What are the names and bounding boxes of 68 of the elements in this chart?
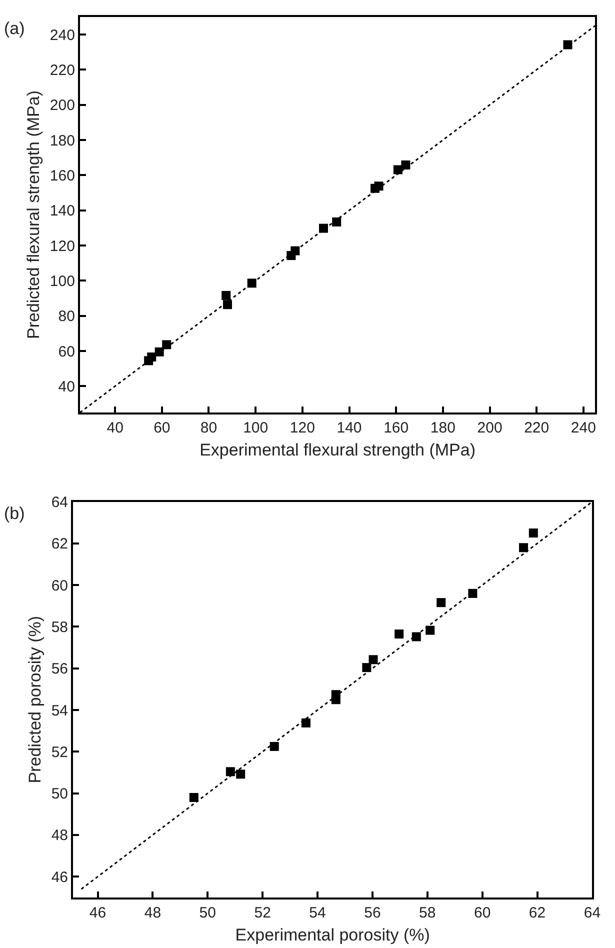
y-tick-label: 62: [51, 536, 68, 553]
point: [189, 792, 198, 802]
x-tick-label: 54: [309, 904, 326, 922]
y-tick-label: 54: [51, 702, 68, 720]
point: [301, 718, 310, 728]
y-axis-title: Predicted flexural strength (MPa): [24, 90, 43, 339]
y-tick-label: 140: [50, 202, 75, 220]
y-tick-label: 180: [50, 132, 75, 150]
y-tick-label: 200: [50, 97, 75, 114]
text: (a): [4, 19, 25, 38]
y-tick-label: 40: [58, 378, 75, 396]
x-axis-title: Experimental flexural strength (MPa): [200, 440, 476, 460]
x-tick-label: 140: [336, 420, 362, 437]
y-tick-label: 60: [58, 343, 75, 360]
y-tick-label: 160: [50, 167, 75, 184]
point: [270, 742, 279, 751]
point: [222, 300, 232, 310]
y-tick-label: 64: [51, 494, 68, 512]
x-tick-label: 100: [243, 420, 268, 437]
x-tick-label: 240: [570, 420, 596, 437]
x-tick-label: 60: [474, 904, 491, 922]
point: [368, 655, 378, 664]
point: [394, 630, 404, 639]
point: [222, 290, 231, 300]
point: [236, 770, 246, 779]
y-tick-label: 50: [51, 786, 68, 803]
x-tick-label: 40: [106, 420, 124, 437]
y-axis-title: Predicted porosity (%): [25, 616, 44, 784]
x-axis-title: Experimental porosity (%): [235, 925, 430, 944]
y-tick-label: 52: [51, 744, 68, 761]
x-tick-label: 46: [89, 904, 106, 922]
x-tick-label: 56: [364, 904, 381, 922]
y-tick-label: 220: [50, 62, 75, 79]
y-tick-label: 56: [51, 660, 68, 678]
x-tick-label: 60: [154, 420, 170, 437]
x-tick-label: 62: [528, 904, 546, 922]
point: [436, 598, 446, 608]
x-tick-label: 80: [200, 420, 218, 437]
x-tick-label: 180: [430, 420, 456, 437]
text: (b): [4, 504, 25, 523]
x-tick-label: 120: [290, 420, 315, 437]
point: [528, 528, 538, 538]
x-tick-label: 64: [584, 904, 601, 922]
x-tick-label: 200: [477, 420, 502, 437]
point: [519, 543, 528, 552]
point: [226, 767, 235, 776]
point: [362, 663, 372, 672]
y-tick-label: 48: [51, 827, 68, 844]
point: [332, 217, 342, 226]
y-tick-label: 60: [51, 577, 68, 594]
x-tick-label: 48: [144, 904, 162, 922]
x-tick-label: 160: [384, 420, 409, 437]
point: [401, 160, 410, 170]
point: [162, 340, 172, 350]
x-tick-label: 220: [524, 420, 550, 437]
y-tick-label: 46: [51, 868, 68, 886]
point: [331, 690, 340, 700]
x-tick-label: 58: [419, 904, 436, 922]
x-tick-label: 50: [199, 904, 216, 922]
y-tick-label: 58: [51, 618, 68, 636]
x-tick-label: 52: [254, 904, 271, 922]
point: [412, 632, 421, 642]
y-tick-label: 240: [50, 26, 75, 44]
point: [374, 182, 384, 191]
y-tick-label: 100: [50, 272, 75, 290]
point: [426, 626, 435, 635]
y-tick-label: 120: [50, 238, 75, 255]
y-tick-label: 80: [58, 308, 75, 326]
